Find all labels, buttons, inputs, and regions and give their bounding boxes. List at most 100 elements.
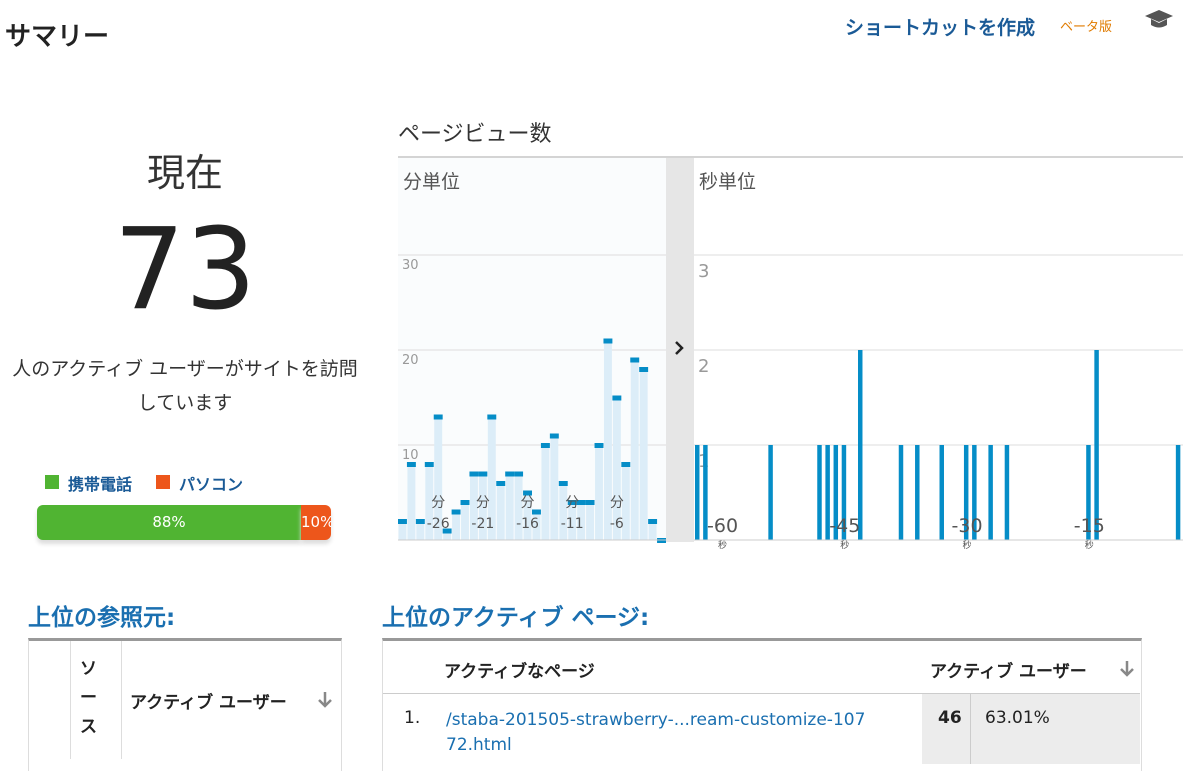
- y-tick-label: 20: [402, 353, 419, 368]
- bar-cap: [406, 462, 416, 467]
- bar: [833, 445, 839, 540]
- bar: [496, 483, 505, 540]
- bar: [1086, 445, 1091, 540]
- x-tick-label: -11: [561, 516, 584, 532]
- bar-cap: [612, 395, 622, 401]
- table-column: [70, 641, 122, 759]
- sort-arrow: [1120, 661, 1134, 677]
- x-unit: 秒: [963, 539, 972, 551]
- highlight-cell: [922, 694, 1140, 764]
- charts: ページビュー数 分単位102030分-26分-21分-16分-11分-6秒単位1…: [398, 122, 1183, 551]
- bar: [568, 502, 577, 540]
- description-line: しています: [137, 392, 233, 414]
- y-tick-label: 2: [698, 356, 709, 377]
- help-icon[interactable]: [1143, 6, 1175, 32]
- bar: [577, 502, 586, 540]
- bar: [407, 464, 416, 540]
- bar: [915, 445, 920, 540]
- bar: [541, 445, 550, 540]
- bar: [841, 445, 847, 540]
- x-unit: 分: [521, 495, 535, 511]
- bar-cap: [567, 500, 577, 505]
- bar-cap: [594, 443, 604, 448]
- y-tick-label: 10: [402, 448, 419, 463]
- y-tick-label: 3: [698, 261, 709, 282]
- table-header: アクティブなページ: [444, 662, 595, 682]
- bar: [487, 416, 496, 540]
- row-index: 1.: [404, 708, 421, 728]
- bar: [443, 530, 452, 540]
- bar: [825, 445, 830, 540]
- bar-cap: [576, 500, 586, 505]
- shortcut-link[interactable]: ショートカットを作成: [845, 17, 1036, 39]
- bar: [630, 359, 639, 540]
- bar-cap: [487, 414, 497, 420]
- x-unit: 分: [476, 495, 490, 511]
- bar: [550, 435, 559, 540]
- bar: [425, 464, 434, 540]
- active-count: 73: [113, 205, 257, 335]
- x-unit: 分: [610, 495, 624, 511]
- bar: [523, 492, 532, 540]
- bar: [478, 473, 487, 540]
- bar-cap: [415, 519, 425, 524]
- bar: [621, 464, 630, 540]
- bar-cap: [442, 528, 452, 534]
- x-tick-label: -16: [516, 516, 539, 532]
- beta-badge: ベータ版: [1060, 20, 1113, 35]
- bar: [768, 445, 773, 540]
- bar-cap: [478, 471, 488, 477]
- y-tick-label: 30: [402, 258, 419, 273]
- cap-base: [1151, 19, 1167, 28]
- bar: [648, 521, 657, 540]
- x-tick-label: -6: [610, 516, 624, 532]
- bar: [452, 511, 461, 540]
- description-line: 人のアクティブ ユーザーがサイトを訪問: [12, 358, 358, 380]
- bar: [939, 445, 944, 540]
- bar: [972, 445, 977, 540]
- share-label: 88%: [152, 513, 186, 531]
- legend-swatch: [45, 475, 59, 489]
- table-header: ソース: [80, 659, 97, 737]
- share-bar: [37, 505, 301, 540]
- bar: [1004, 445, 1010, 540]
- panel-bg: [398, 158, 666, 540]
- bar: [434, 416, 443, 540]
- bar: [595, 445, 603, 540]
- bar: [703, 445, 708, 540]
- bar-cap: [433, 414, 443, 420]
- x-unit: 秒: [840, 539, 849, 551]
- bar: [817, 445, 822, 540]
- bar-cap: [639, 367, 649, 372]
- bar-cap: [549, 433, 559, 439]
- legend-swatch: [156, 475, 170, 489]
- panel-title: 秒単位: [699, 171, 756, 193]
- sort-icon[interactable]: [316, 690, 334, 710]
- legend-label: パソコン: [179, 475, 244, 494]
- bar: [858, 350, 863, 540]
- bar-cap: [648, 519, 658, 524]
- bar-cap: [451, 509, 461, 515]
- share-bar: [301, 505, 331, 540]
- user-count: 46: [938, 708, 962, 728]
- bar-cap: [621, 462, 631, 467]
- page-link[interactable]: /staba-201505-strawberry-...ream-customi…: [446, 710, 866, 755]
- x-unit: 分: [565, 495, 579, 511]
- referrers-table: [28, 638, 342, 771]
- bar: [559, 483, 568, 540]
- bar-cap: [469, 471, 479, 477]
- bar: [514, 473, 523, 540]
- table-column: [922, 694, 971, 764]
- x-unit: 秒: [1085, 539, 1094, 551]
- referrers-title: 上位の参照元:: [28, 605, 176, 631]
- legend-label: 携帯電話: [68, 475, 133, 494]
- x-unit: 秒: [718, 539, 727, 551]
- cap-top: [1145, 10, 1173, 22]
- bar: [963, 445, 969, 540]
- pages-table: [382, 638, 1142, 771]
- panel-title: 分単位: [403, 171, 460, 193]
- bar: [416, 521, 425, 540]
- x-tick-label: -26: [427, 516, 450, 532]
- bar-cap: [523, 490, 532, 496]
- sort-icon[interactable]: [1118, 659, 1136, 679]
